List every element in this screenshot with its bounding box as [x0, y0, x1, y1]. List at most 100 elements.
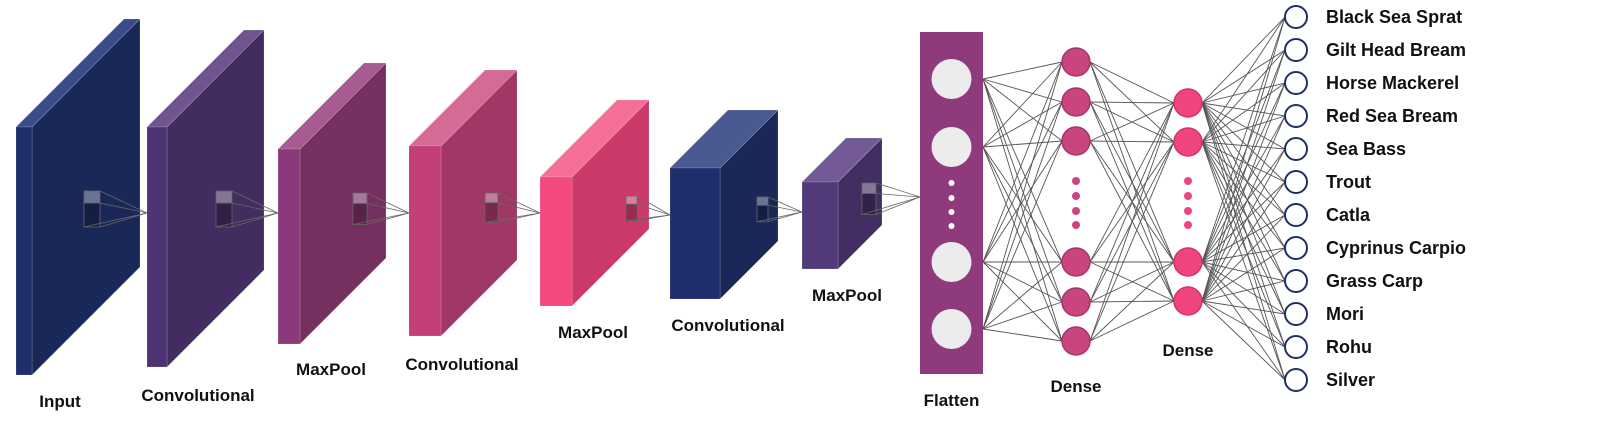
layer-block-2 [146, 29, 265, 368]
edge-dense-output [1201, 141, 1286, 249]
dense1-node [1061, 326, 1091, 356]
kernel-projection-line [231, 202, 279, 214]
output-class-label: Red Sea Bream [1326, 106, 1458, 126]
kernel-projection-line [497, 202, 541, 214]
edge-dense-output [1201, 102, 1286, 183]
kernel-projection-line [497, 192, 541, 214]
dense2-node [1173, 247, 1203, 277]
edge-dense-output [1201, 214, 1286, 302]
edge-dense-output [1201, 247, 1286, 302]
layer-label-1: Input [39, 392, 81, 411]
output-layer: Black Sea Sprat Gilt Head Bream Horse Mack… [1284, 5, 1466, 392]
kernel-projections [83, 182, 921, 228]
flatten-ellipsis-dot [948, 223, 955, 229]
kernel-cube [352, 192, 368, 225]
output-node [1284, 203, 1308, 227]
edge-flatten-dense [982, 146, 1063, 303]
edge-dense-output [1201, 148, 1286, 263]
dense2-ellipsis-dot [1184, 221, 1192, 229]
dense1-node [1061, 287, 1091, 317]
kernel-projection-line [99, 202, 148, 214]
kernel-cube [861, 182, 877, 215]
edge-dense-dense [1089, 261, 1175, 303]
kernel-projection-line [636, 203, 671, 216]
layer-label-5: MaxPool [558, 323, 628, 342]
dense2-node [1173, 88, 1203, 118]
edge-flatten-dense [982, 101, 1063, 330]
kernel-front [484, 202, 499, 223]
output-node [1284, 236, 1308, 260]
flatten-ellipsis-dot [948, 180, 955, 186]
dense1-node [1061, 247, 1091, 277]
edge-dense-output [1201, 16, 1286, 302]
edge-dense-output [1201, 280, 1286, 302]
edge-flatten-dense [982, 101, 1063, 148]
output-class-label: Cyprinus Carpio [1326, 238, 1466, 258]
kernel-top [625, 195, 638, 205]
kernel-projection-line [231, 190, 279, 214]
edge-flatten-dense [982, 261, 1063, 303]
layer-block-3 [277, 62, 387, 345]
flatten-layer: Flatten [920, 32, 983, 410]
edge-dense-output [1201, 141, 1286, 216]
dense1-ellipsis-dot [1072, 177, 1080, 185]
kernel-front [861, 193, 877, 215]
kernel-projection-line [352, 212, 410, 225]
output-node [1284, 5, 1308, 29]
kernel-front [215, 202, 233, 228]
edge-dense-output [1201, 49, 1286, 263]
edge-dense-output [1201, 300, 1286, 381]
edge-dense-output [1201, 141, 1286, 282]
output-node [1284, 269, 1308, 293]
output-class-label: Silver [1326, 370, 1375, 390]
dense1-node [1061, 47, 1091, 77]
layer-label-4: Convolutional [405, 355, 518, 374]
edge-dense-output [1201, 82, 1286, 263]
kernel-front [83, 202, 101, 228]
kernel-projection-line [99, 190, 148, 214]
kernel-projection-line [767, 196, 803, 213]
dense2-ellipsis-dot [1184, 177, 1192, 185]
edge-dense-output [1201, 82, 1286, 143]
layer-front-face [669, 167, 721, 300]
edge-dense-dense [1089, 102, 1175, 263]
edge-dense-output [1201, 181, 1286, 302]
kernel-projection-line [875, 182, 921, 198]
edge-dense-output [1201, 49, 1286, 143]
flatten-node [931, 309, 972, 349]
layer-label-7: MaxPool [812, 286, 882, 305]
kernel-front [352, 203, 368, 225]
edge-dense-output [1201, 82, 1286, 302]
flatten-node [931, 59, 972, 99]
edge-dense-output [1201, 141, 1286, 348]
kernel-projection-line [366, 192, 410, 214]
layer-front-face [146, 126, 168, 368]
convolutional-layer-blocks: Input Convolutional MaxPool Convolutional Ma… [15, 18, 883, 411]
edge-dense-output [1201, 16, 1286, 263]
layer-block-1 [15, 18, 141, 376]
dense1-ellipsis-dot [1072, 192, 1080, 200]
kernel-projection-line [861, 196, 921, 215]
output-class-label: Grass Carp [1326, 271, 1423, 291]
dense2-ellipsis-dot [1184, 192, 1192, 200]
output-class-label: Gilt Head Bream [1326, 40, 1466, 60]
dense2-label: Dense [1162, 341, 1213, 360]
dense1-ellipsis-dot [1072, 221, 1080, 229]
output-node [1284, 71, 1308, 95]
edge-flatten-dense [982, 61, 1063, 148]
layer-front-face [15, 126, 33, 376]
edge-flatten-dense [982, 261, 1063, 330]
edge-dense-output [1201, 141, 1286, 183]
edge-dense-output [1201, 102, 1286, 150]
kernel-cube [215, 190, 233, 228]
kernel-cube [484, 192, 499, 223]
layer-front-face [277, 148, 301, 345]
edge-dense-output [1201, 148, 1286, 302]
edge-dense-dense [1089, 140, 1175, 143]
kernel-projection-line [215, 212, 279, 228]
edge-flatten-dense [982, 78, 1063, 103]
output-class-label: Trout [1326, 172, 1371, 192]
kernel-projection-line [366, 203, 410, 214]
edge-dense-output [1201, 300, 1286, 348]
edge-flatten-dense [982, 61, 1063, 330]
